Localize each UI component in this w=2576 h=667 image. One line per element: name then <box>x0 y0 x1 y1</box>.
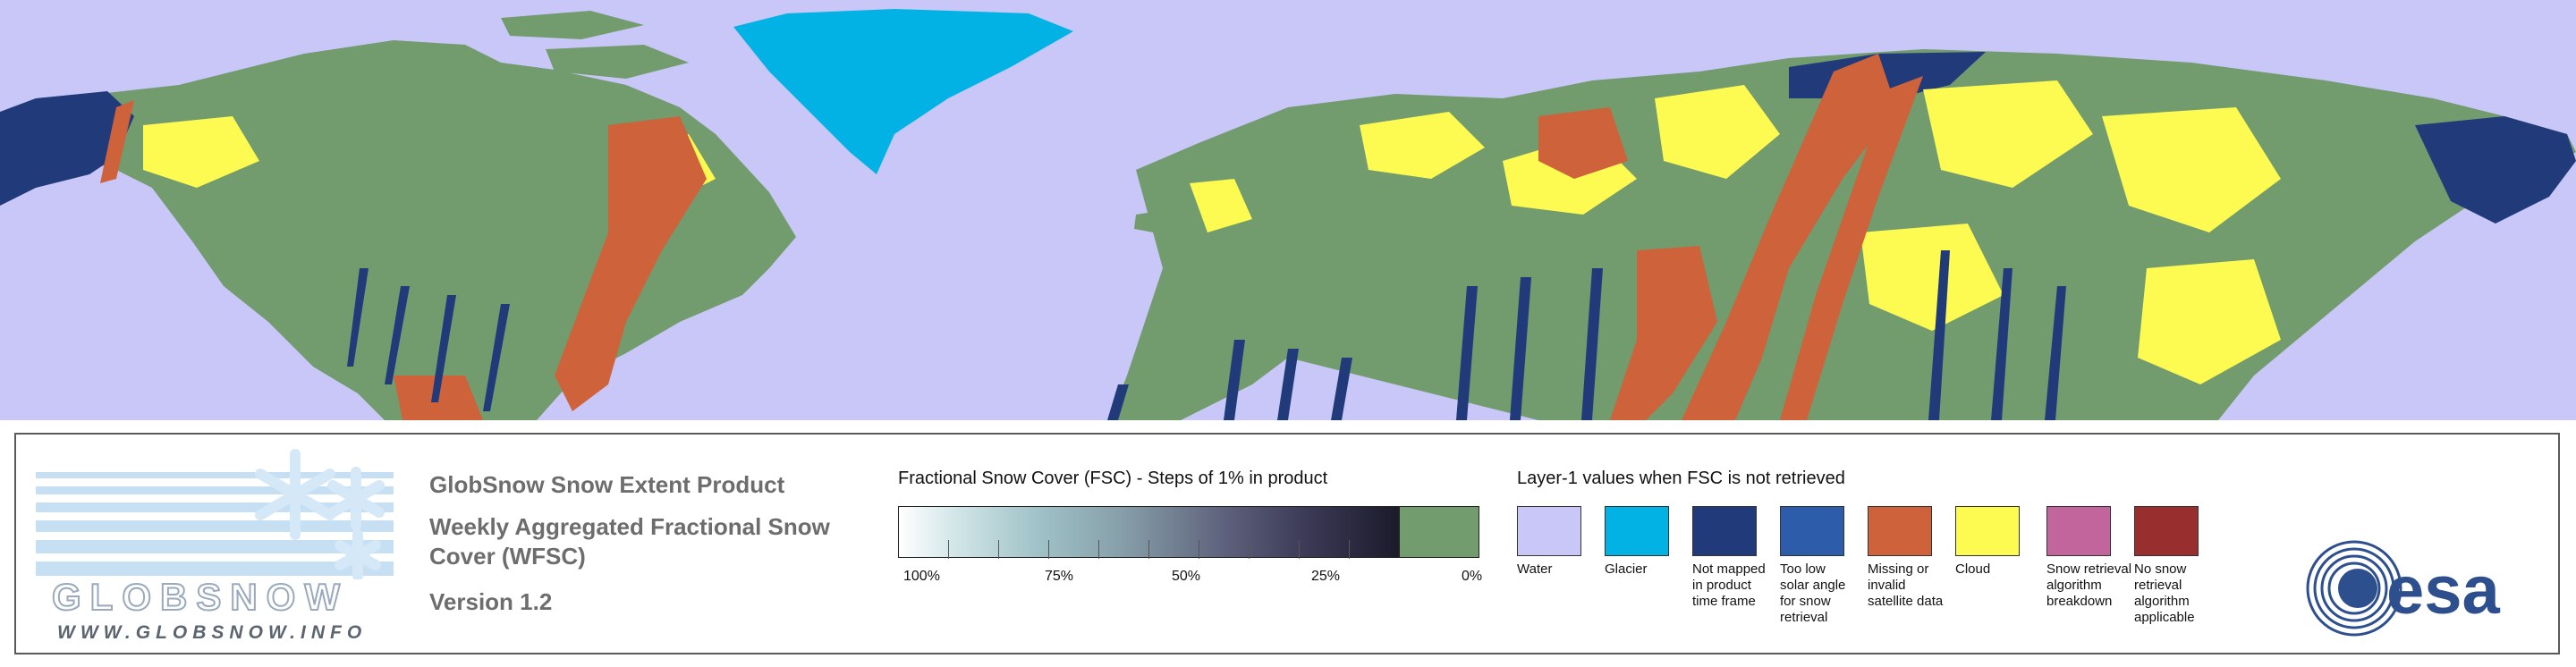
fsc-tick-50: 50% <box>1172 569 1201 584</box>
arctic-island-2 <box>501 11 644 39</box>
cloud-patches <box>143 80 2281 384</box>
legend-panel: GLOBSNOW WWW.GLOBSNOW.INFO GlobSnow Snow… <box>14 433 2560 654</box>
alaska-strip <box>100 100 134 183</box>
orbit-gaps <box>347 250 2066 420</box>
swatch-cloud <box>1955 506 2020 556</box>
swatch-label-missing-data: Missing or invalid satellite data <box>1868 561 1944 609</box>
fsc-zero-swatch <box>1399 506 1479 558</box>
greenland-glacier <box>733 9 1073 174</box>
swatch-no-algorithm <box>2134 506 2199 556</box>
logo-wordmark: GLOBSNOW <box>51 575 349 619</box>
esa-logo: esa <box>2306 540 2501 637</box>
alaska-not-mapped <box>0 91 134 206</box>
product-subtitle: Weekly Aggregated Fractional Snow Cover … <box>429 513 830 570</box>
product-version: Version 1.2 <box>429 588 553 615</box>
swatch-label-algorithm-breakdown: Snow retrieval algorithm breakdown <box>2046 561 2132 609</box>
swatch-glacier <box>1605 506 1669 556</box>
logo-url: WWW.GLOBSNOW.INFO <box>57 622 368 643</box>
product-title: GlobSnow Snow Extent Product <box>429 471 785 498</box>
fsc-tick-0: 0% <box>1462 569 1483 584</box>
globsnow-logo: GLOBSNOW WWW.GLOBSNOW.INFO <box>36 445 402 649</box>
fsc-legend-title: Fractional Snow Cover (FSC) - Steps of 1… <box>898 469 1328 488</box>
missing-data-swaths <box>394 54 1923 420</box>
product-title-block: GlobSnow Snow Extent Product Weekly Aggr… <box>429 470 850 617</box>
esa-globe-icon <box>2338 569 2377 608</box>
swatch-low-solar-angle <box>1780 506 1844 556</box>
swatch-label-cloud: Cloud <box>1955 561 1991 577</box>
esa-wordmark: esa <box>2386 553 2501 629</box>
arctic-island-3 <box>546 45 689 79</box>
arctic-island-1 <box>304 61 411 86</box>
swatch-missing-data <box>1868 506 1932 556</box>
fsc-tick-100: 100% <box>903 569 940 584</box>
layer1-legend-title: Layer-1 values when FSC is not retrieved <box>1517 469 1845 488</box>
swatch-water <box>1517 506 1581 556</box>
snowflake-logo-icon <box>36 449 394 579</box>
fsc-gradient-bar <box>898 506 1399 559</box>
swatch-label-glacier: Glacier <box>1605 561 1648 577</box>
chukotka-not-mapped <box>2415 116 2576 224</box>
swatch-label-no-algorithm: No snow retrieval algorithm applicable <box>2134 561 2195 625</box>
snow-cover-map <box>0 0 2576 420</box>
swatch-label-water: Water <box>1517 561 1553 577</box>
swatch-label-not-mapped: Not mapped in product time frame <box>1692 561 1766 609</box>
swatch-label-low-solar-angle: Too low solar angle for snow retrieval <box>1780 561 1846 625</box>
fsc-tick-75: 75% <box>1045 569 1074 584</box>
fsc-tick-25: 25% <box>1311 569 1341 584</box>
swatch-not-mapped <box>1692 506 1757 556</box>
swatch-algorithm-breakdown <box>2046 506 2111 556</box>
